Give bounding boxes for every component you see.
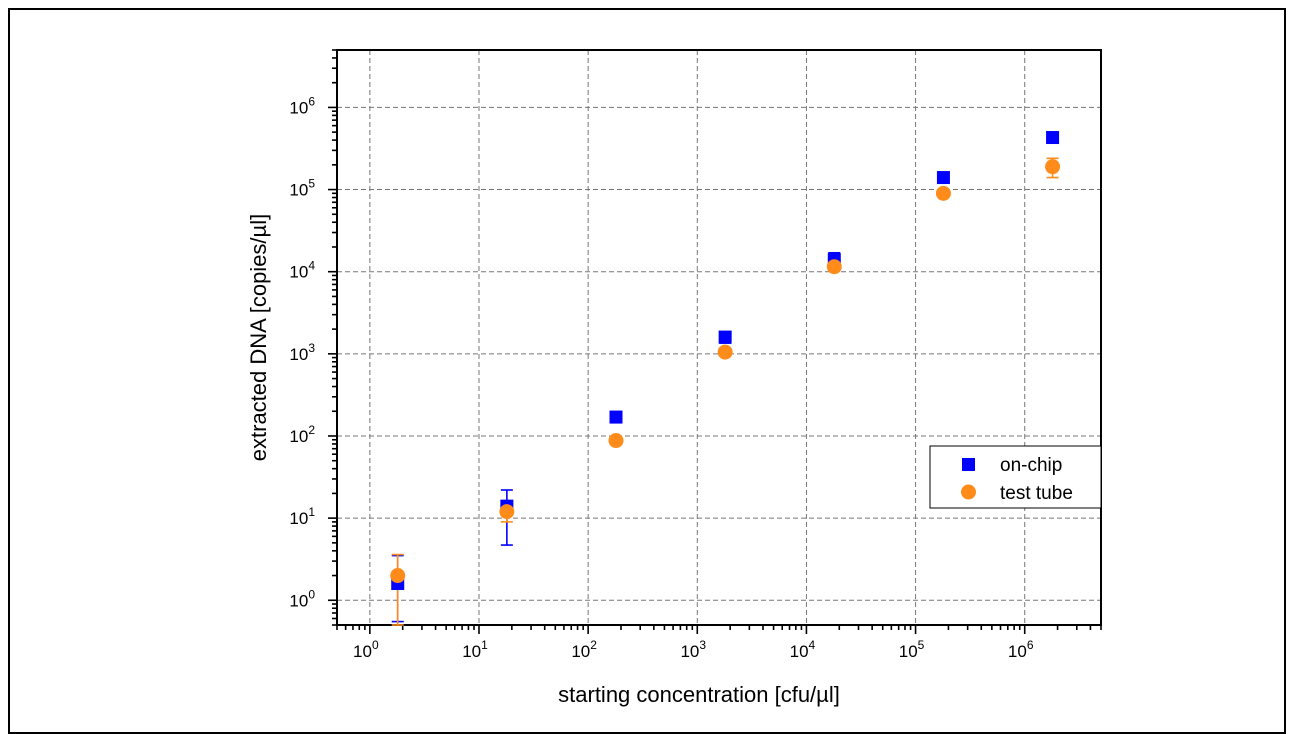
legend-box — [929, 445, 1102, 509]
data-point-test-tube — [1045, 159, 1061, 175]
y-tick-label: 105 — [289, 177, 315, 200]
x-tick-label: 103 — [680, 638, 706, 661]
legend-label-test-tube: test tube — [1000, 483, 1073, 504]
y-tick-label: 104 — [289, 259, 315, 282]
x-tick-label: 100 — [353, 638, 379, 661]
x-tick-labels: 100 101 102 103 104 105 106 — [353, 638, 1034, 661]
legend-label-on-chip: on-chip — [1000, 455, 1062, 476]
axis-ticks — [328, 49, 1102, 634]
legend: on-chip test tube — [929, 445, 1102, 509]
y-tick-label: 102 — [289, 423, 315, 446]
y-tick-label: 100 — [289, 587, 315, 610]
legend-marker-test-tube — [961, 484, 976, 500]
data-point-test-tube — [499, 504, 515, 520]
legend-marker-on-chip — [962, 458, 975, 471]
x-axis-title: starting concentration [cfu/µl] — [558, 682, 840, 707]
data-point-test-tube — [717, 344, 733, 360]
y-tick-label: 101 — [289, 505, 315, 528]
x-tick-label: 105 — [899, 638, 925, 661]
y-tick-label: 106 — [289, 94, 315, 117]
grid — [337, 50, 1101, 625]
y-axis-title: extracted DNA [copies/µl] — [246, 214, 271, 461]
error-bars — [391, 134, 1059, 626]
data-point-test-tube — [390, 568, 406, 584]
y-tick-label: 103 — [289, 341, 315, 364]
data-point-on-chip — [718, 330, 732, 344]
data-point-test-tube — [935, 185, 951, 201]
axes — [336, 49, 1102, 626]
x-tick-label: 106 — [1008, 638, 1034, 661]
data-points — [390, 131, 1061, 591]
data-point-on-chip — [1046, 131, 1060, 145]
plot-area — [336, 49, 1102, 626]
y-tick-labels: 100 101 102 103 104 105 106 — [289, 94, 315, 610]
figure-frame — [8, 8, 1286, 734]
data-point-test-tube — [608, 433, 624, 449]
data-point-on-chip — [609, 410, 623, 424]
data-point-test-tube — [826, 259, 842, 275]
data-point-on-chip — [936, 171, 950, 185]
x-tick-label: 102 — [571, 638, 597, 661]
x-tick-label: 104 — [790, 638, 816, 661]
x-tick-label: 101 — [462, 638, 488, 661]
